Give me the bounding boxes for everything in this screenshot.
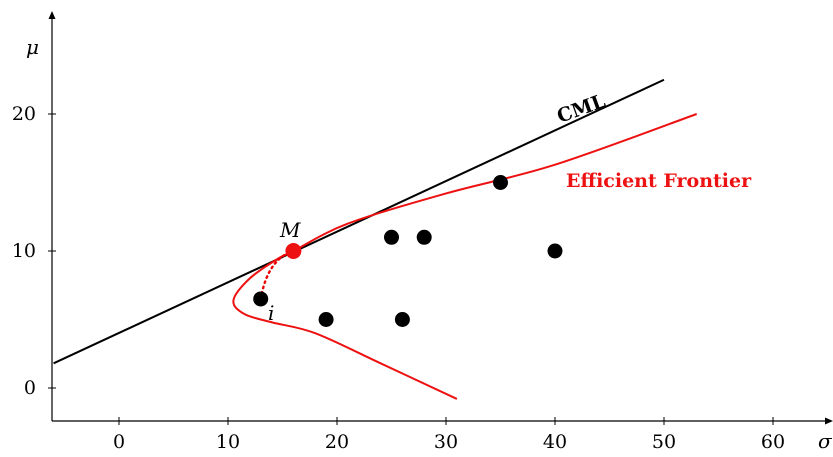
y-axis-arrow bbox=[48, 11, 56, 19]
x-axis-arrow bbox=[825, 417, 833, 425]
asset-points bbox=[253, 175, 563, 327]
x-tick-label: 0 bbox=[113, 431, 125, 453]
asset-point bbox=[318, 312, 334, 327]
y-tick-label: 0 bbox=[24, 377, 36, 399]
x-axis-title: σ bbox=[818, 429, 833, 453]
market-portfolio-label: M bbox=[279, 218, 301, 242]
x-tick-label: 20 bbox=[325, 431, 349, 453]
x-ticks: 0 10 20 30 40 50 60 bbox=[113, 417, 785, 453]
y-ticks: 0 10 20 bbox=[12, 103, 56, 399]
y-axis-title: μ bbox=[26, 35, 39, 59]
x-tick-label: 40 bbox=[543, 431, 567, 453]
asset-point bbox=[253, 291, 269, 307]
efficient-frontier-label: Efficient Frontier bbox=[566, 170, 752, 192]
asset-point bbox=[493, 175, 508, 190]
y-tick-label: 20 bbox=[12, 103, 36, 125]
asset-point bbox=[384, 229, 399, 245]
x-tick-label: 50 bbox=[652, 431, 676, 453]
cml-label: CML bbox=[554, 90, 608, 128]
x-tick-label: 60 bbox=[761, 431, 785, 453]
x-tick-label: 10 bbox=[216, 431, 240, 453]
asset-point bbox=[416, 229, 432, 245]
y-tick-label: 10 bbox=[12, 240, 36, 262]
market-portfolio-point bbox=[285, 243, 302, 259]
asset-point bbox=[394, 312, 410, 327]
cml-line bbox=[53, 78, 665, 365]
x-tick-label: 30 bbox=[434, 431, 458, 453]
asset-i-label: i bbox=[268, 301, 274, 325]
asset-point bbox=[547, 243, 563, 259]
efficient-frontier-curve bbox=[232, 113, 698, 400]
